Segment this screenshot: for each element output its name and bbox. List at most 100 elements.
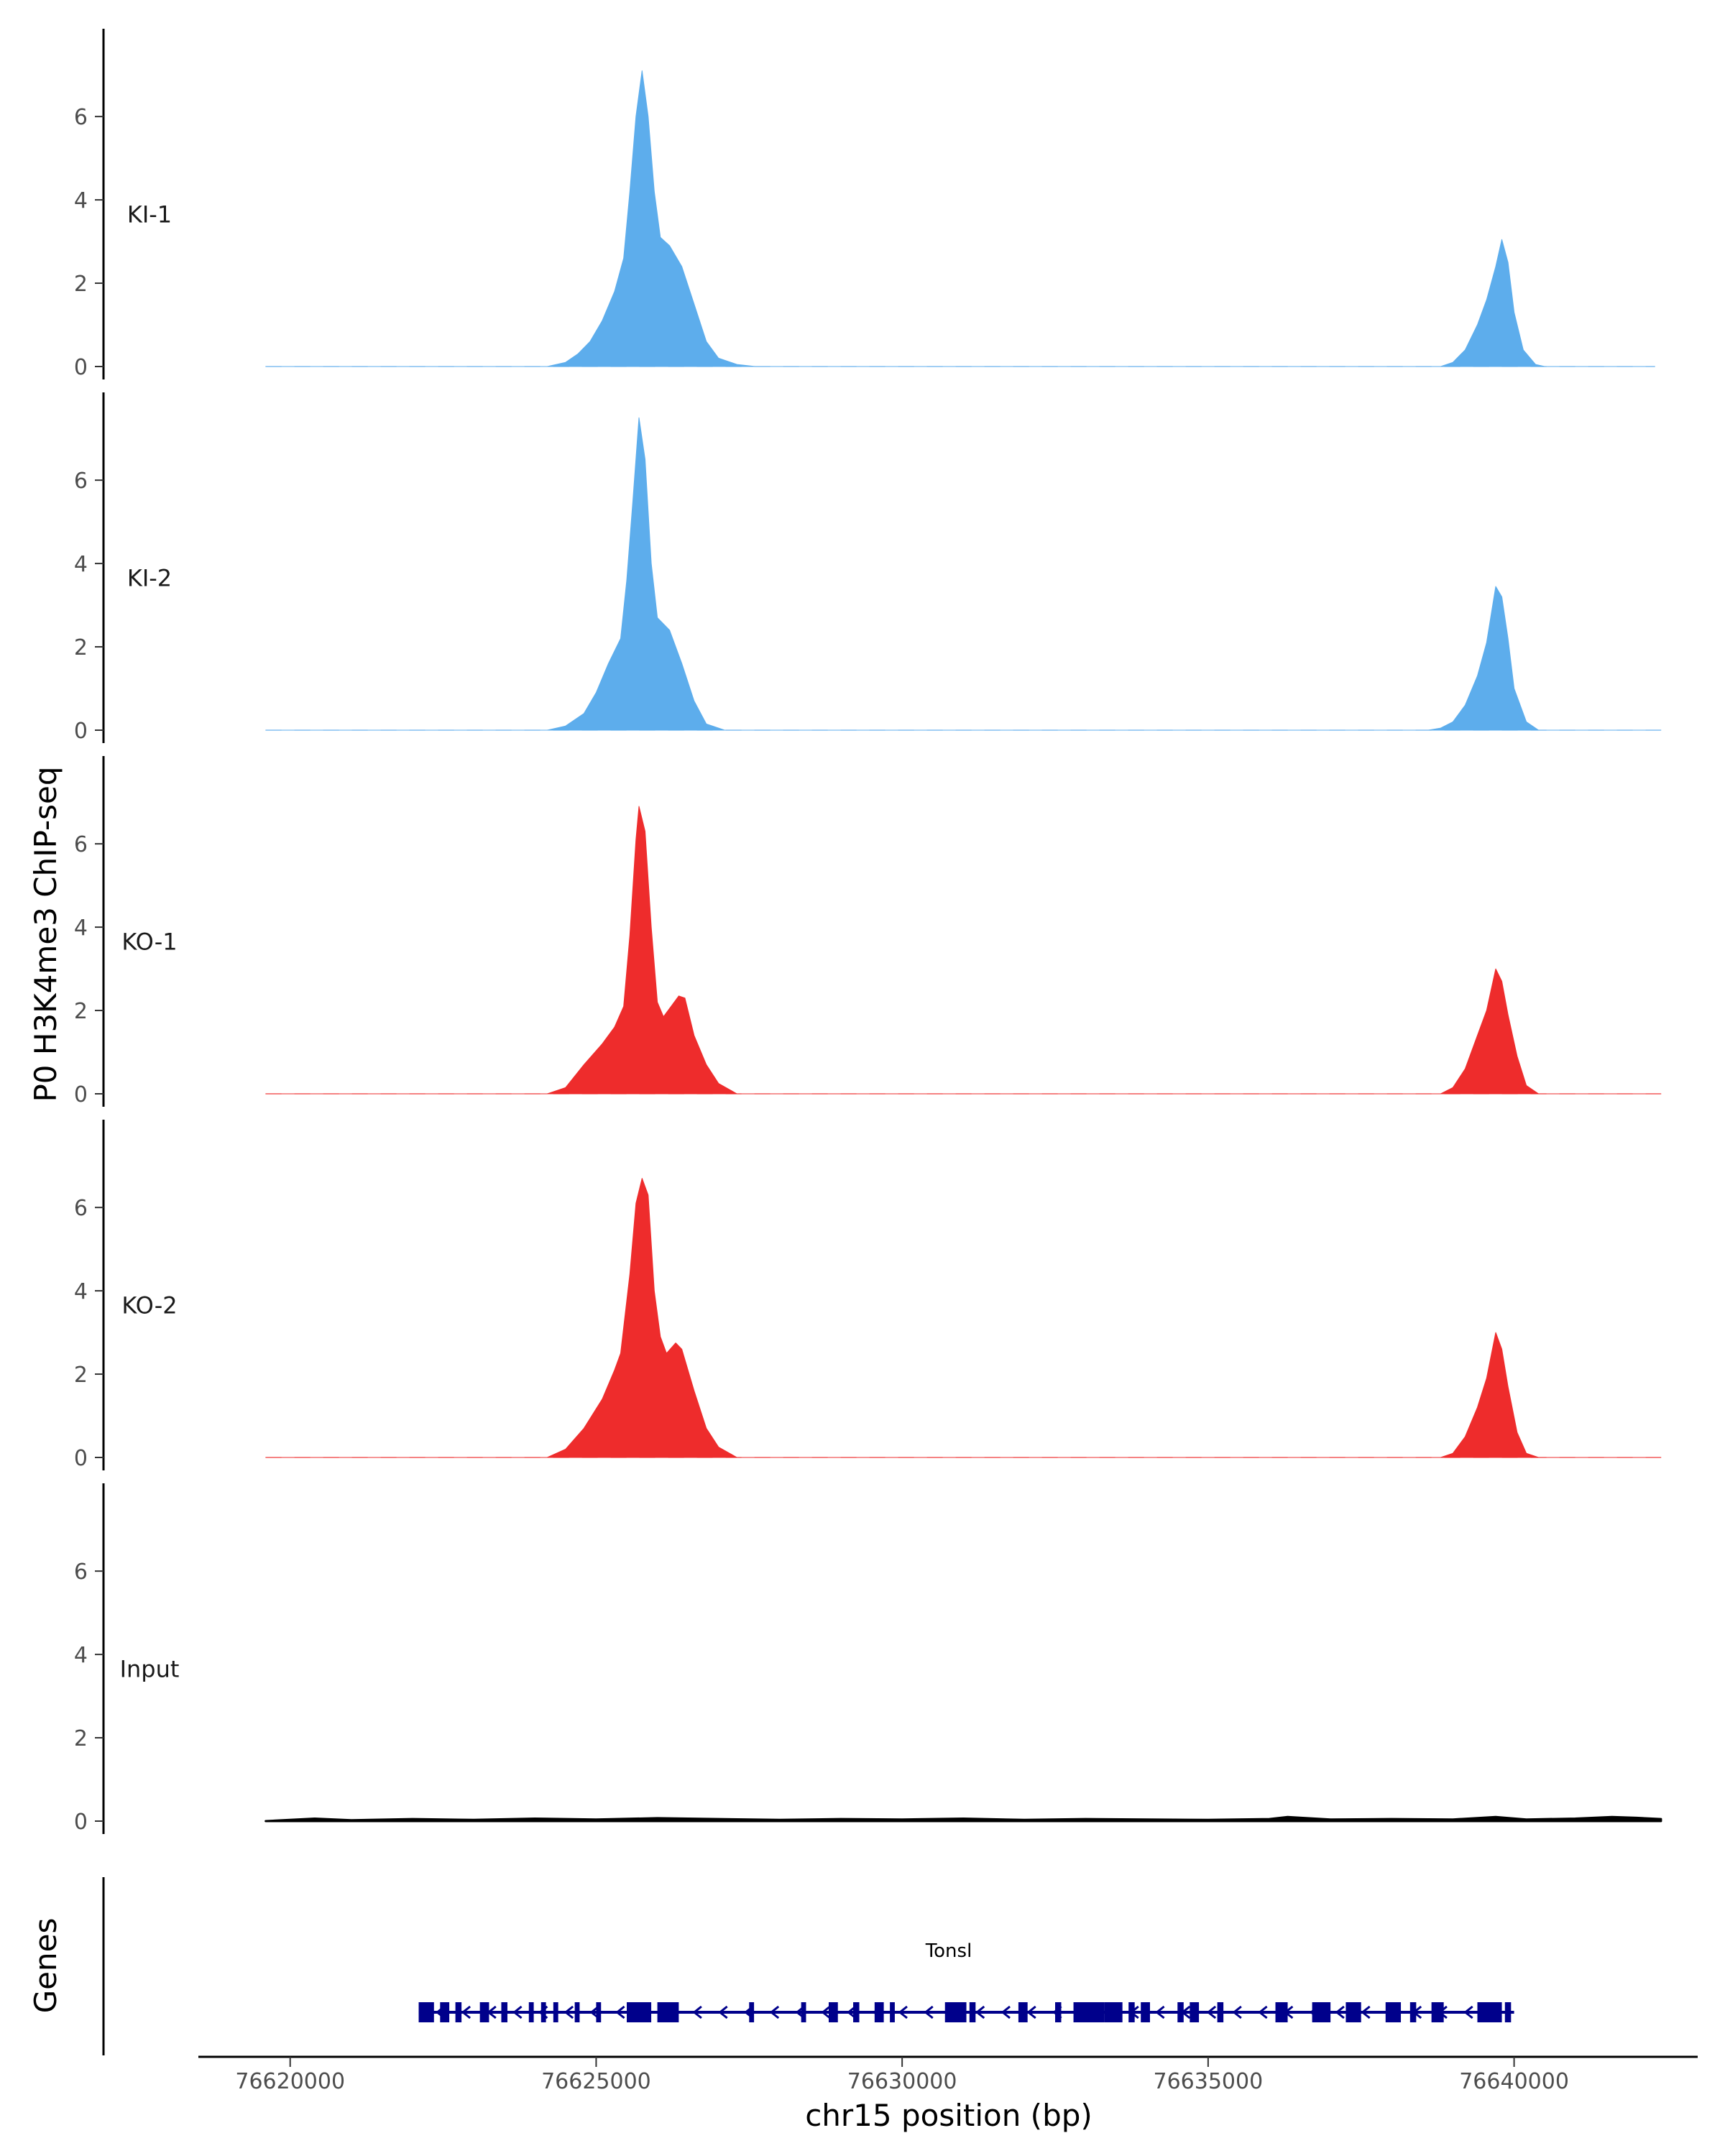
gene-exon: [1073, 2002, 1105, 2022]
y-tick-label: 6: [74, 1560, 88, 1585]
gene-exon: [596, 2002, 602, 2022]
gene-exon: [455, 2002, 462, 2022]
strand-arrow: [461, 2005, 472, 2019]
gene-exon: [944, 2002, 967, 2022]
strand-arrow: [615, 2005, 625, 2019]
gene-exon: [828, 2002, 838, 2022]
strand-arrow: [692, 2005, 702, 2019]
y-tick-label: 4: [74, 1279, 88, 1304]
gene-exon: [1385, 2002, 1402, 2022]
gene-exon: [1431, 2002, 1444, 2022]
gene-track: Genes Tonsl: [28, 1877, 1514, 2055]
gene-exon: [1275, 2002, 1288, 2022]
strand-arrow: [1026, 2005, 1036, 2019]
gene-exon: [1409, 2002, 1417, 2022]
gene-exon: [1018, 2002, 1028, 2022]
x-axis: 76620000 76625000 76630000 76635000 76640000…: [198, 2055, 1698, 2133]
gene-exon: [1190, 2002, 1200, 2022]
gene-exon: [749, 2002, 755, 2022]
y-tick-label: 4: [74, 188, 88, 213]
x-tick-label: 76640000: [1459, 2069, 1569, 2094]
gene-exon: [1104, 2002, 1123, 2022]
coverage-area-ki-1: [265, 70, 1655, 367]
strand-arrow: [1361, 2005, 1371, 2019]
y-tick-label: 6: [74, 1196, 88, 1221]
gene-exon: [1055, 2002, 1062, 2022]
y-tick-label: 4: [74, 552, 88, 577]
track-ko-1: 0 2 4 6 KO-1: [74, 756, 1662, 1107]
track-label: KO-1: [121, 928, 177, 955]
strand-arrow: [821, 2005, 831, 2019]
y-tick-label: 4: [74, 916, 88, 941]
x-tick-label: 76620000: [235, 2069, 345, 2094]
strand-arrow: [1206, 2005, 1217, 2019]
gene-exon: [553, 2002, 558, 2022]
track-label: Input: [120, 1655, 180, 1682]
gene-exon: [1504, 2002, 1512, 2022]
y-tick-label: 0: [74, 1810, 88, 1835]
gene-exon: [540, 2002, 546, 2022]
gene-exon: [1477, 2002, 1502, 2022]
gene-exon: [890, 2002, 895, 2022]
gene-exon: [479, 2002, 489, 2022]
coverage-area-ko-1: [265, 806, 1662, 1095]
gene-exon: [440, 2002, 450, 2022]
gene-exon: [1346, 2002, 1361, 2022]
y-tick-label: 0: [74, 719, 88, 744]
genes-label: Genes: [28, 1918, 63, 2014]
y-tick-label: 0: [74, 355, 88, 380]
y-tick-label: 2: [74, 635, 88, 660]
strand-arrow: [1463, 2005, 1473, 2019]
gene-exon: [1128, 2002, 1135, 2022]
gene-model: [418, 2002, 1514, 2022]
y-tick-label: 0: [74, 1082, 88, 1107]
gene-exon: [501, 2002, 507, 2022]
coverage-tracks: 0 2 4 6 KI-1 0 2 4 6 KI-2 0 2 4 6 KO-1 0 2 4 6 KO-2 0 2 4 6 Inpu…: [74, 29, 1662, 1835]
y-tick-label: 0: [74, 1446, 88, 1471]
strand-arrow: [1335, 2005, 1345, 2019]
strand-arrow: [1155, 2005, 1165, 2019]
y-tick-label: 2: [74, 1726, 88, 1751]
strand-arrow: [924, 2005, 934, 2019]
track-ki-2: 0 2 4 6 KI-2: [74, 392, 1662, 744]
track-label: KO-2: [121, 1291, 177, 1319]
gene-exon: [627, 2002, 652, 2022]
gene-name-label: Tonsl: [925, 1940, 972, 1962]
y-tick-label: 6: [74, 832, 88, 857]
gene-exon: [801, 2002, 806, 2022]
y-tick-label: 2: [74, 999, 88, 1024]
strand-arrow: [718, 2005, 728, 2019]
gene-exon: [574, 2002, 580, 2022]
coverage-area-ki-2: [265, 417, 1662, 731]
gene-exon: [1177, 2002, 1184, 2022]
y-tick-label: 6: [74, 469, 88, 494]
gene-exon: [969, 2002, 976, 2022]
gene-exon: [657, 2002, 679, 2022]
coverage-area-ko-2: [265, 1178, 1662, 1458]
y-tick-label: 4: [74, 1643, 88, 1668]
x-tick-label: 76635000: [1154, 2069, 1264, 2094]
track-ko-2: 0 2 4 6 KO-2: [74, 1120, 1662, 1471]
gene-exon: [1217, 2002, 1224, 2022]
track-ki-1: 0 2 4 6 KI-1: [74, 29, 1655, 380]
x-tick-label: 76625000: [541, 2069, 651, 2094]
x-axis-title: chr15 position (bp): [805, 2098, 1092, 2133]
gene-exon: [1312, 2002, 1331, 2022]
gene-exon: [528, 2002, 534, 2022]
strand-arrow: [898, 2005, 908, 2019]
gene-exon: [1141, 2002, 1150, 2022]
track-label: KI-1: [127, 201, 172, 228]
y-tick-label: 2: [74, 272, 88, 297]
strand-arrow: [975, 2005, 985, 2019]
y-tick-label: 6: [74, 105, 88, 130]
track-label: KI-2: [127, 564, 172, 591]
gene-exon: [853, 2002, 860, 2022]
gene-exon: [418, 2002, 434, 2022]
strand-arrow: [1232, 2005, 1242, 2019]
gene-exon: [874, 2002, 884, 2022]
y-tick-label: 2: [74, 1363, 88, 1388]
y-axis-title: P0 H3K4me3 ChIP-seq: [28, 766, 63, 1102]
x-tick-label: 76630000: [847, 2069, 957, 2094]
strand-arrow: [1000, 2005, 1011, 2019]
